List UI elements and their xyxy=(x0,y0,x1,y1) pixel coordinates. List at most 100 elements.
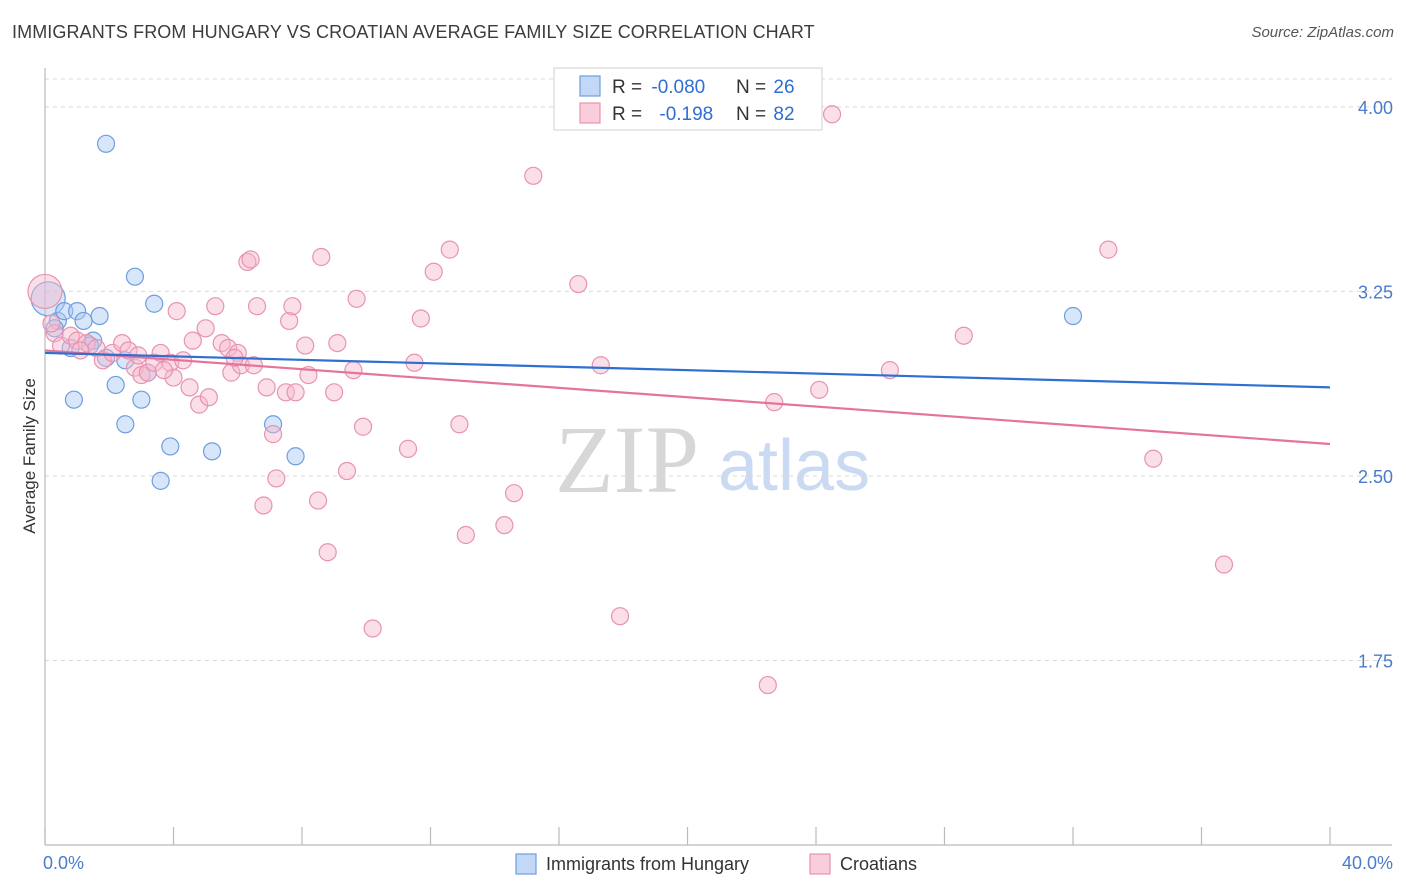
data-point xyxy=(495,516,514,535)
data-point xyxy=(257,378,276,397)
svg-text:R = -0.080: R = -0.080 xyxy=(612,77,705,98)
y-tick-label: 4.00 xyxy=(1358,98,1393,118)
data-point xyxy=(328,333,347,353)
data-point xyxy=(312,247,331,267)
data-point xyxy=(325,383,344,402)
data-point xyxy=(308,491,328,510)
data-point xyxy=(106,375,125,395)
legend-bottom-swatch-pink xyxy=(809,853,831,875)
source-label: Source: ZipAtlas.com xyxy=(1251,24,1394,41)
data-point xyxy=(263,425,283,444)
data-point xyxy=(27,273,63,310)
legend-r-label: R = xyxy=(612,104,647,125)
data-point xyxy=(1144,449,1163,468)
data-point xyxy=(954,326,973,345)
legend-bottom-swatch-blue xyxy=(515,853,537,875)
data-point xyxy=(347,289,366,308)
data-point xyxy=(145,294,164,313)
data-point xyxy=(190,395,209,414)
y-tick-label: 1.75 xyxy=(1358,651,1393,671)
legend-r-label: R = xyxy=(612,77,647,98)
data-point xyxy=(90,306,109,326)
chart-title: IMMIGRANTS FROM HUNGARY VS CROATIAN AVER… xyxy=(12,22,815,42)
data-point xyxy=(180,378,199,397)
data-point xyxy=(276,383,296,402)
data-point xyxy=(112,333,132,353)
data-point xyxy=(610,607,630,626)
trend-line-croatians xyxy=(44,349,1331,446)
data-point xyxy=(151,471,170,490)
legend-swatch-pink xyxy=(579,102,601,124)
legend-bottom-label-croatians: Croatians xyxy=(840,854,917,874)
x-tick-label: 0.0% xyxy=(43,853,84,873)
data-point xyxy=(64,390,84,409)
data-point xyxy=(296,336,315,355)
data-point xyxy=(524,166,543,185)
data-point xyxy=(456,525,475,545)
data-point xyxy=(238,252,257,272)
data-point xyxy=(161,437,180,456)
svg-text:R = -0.198: R = -0.198 xyxy=(612,104,713,125)
data-point xyxy=(219,338,238,358)
series-croatians xyxy=(27,105,1234,695)
data-point xyxy=(280,311,299,331)
data-point xyxy=(71,341,90,360)
data-point xyxy=(424,262,443,281)
data-point xyxy=(267,469,286,488)
legend-bottom: Immigrants from Hungary Croatians xyxy=(515,853,917,875)
data-point xyxy=(74,311,93,331)
data-point xyxy=(353,417,373,436)
legend-bottom-label-hungary: Immigrants from Hungary xyxy=(546,854,749,874)
data-point xyxy=(337,461,357,481)
data-point xyxy=(810,380,829,399)
data-point xyxy=(822,105,842,124)
legend-n-value: 26 xyxy=(773,77,794,98)
data-point xyxy=(68,302,87,321)
data-point xyxy=(55,302,74,321)
y-tick-label: 2.50 xyxy=(1358,467,1393,487)
data-point xyxy=(363,619,382,638)
data-point xyxy=(504,484,524,503)
data-point xyxy=(1063,306,1083,326)
data-point xyxy=(758,675,777,695)
trend-lines xyxy=(44,349,1331,446)
svg-text:N = 82: N = 82 xyxy=(736,104,795,125)
data-point xyxy=(411,309,430,328)
data-point xyxy=(116,415,135,434)
data-point xyxy=(183,331,202,350)
data-point xyxy=(77,333,96,353)
data-point xyxy=(344,361,363,380)
y-tick-labels: 1.75 2.50 3.25 4.00 xyxy=(1358,98,1393,672)
data-point xyxy=(199,388,218,407)
data-point xyxy=(42,314,61,333)
data-point xyxy=(154,361,173,380)
data-point xyxy=(286,447,305,466)
watermark-atlas: atlas xyxy=(718,426,870,506)
data-point xyxy=(283,297,302,316)
data-point xyxy=(254,496,273,515)
legend-n-label: N = xyxy=(736,77,771,98)
data-point xyxy=(263,415,283,434)
data-point xyxy=(440,240,459,259)
data-point xyxy=(1099,240,1118,259)
data-point xyxy=(450,415,469,434)
y-tick-label: 3.25 xyxy=(1358,282,1393,302)
data-point xyxy=(45,319,64,338)
legend-swatch-blue xyxy=(579,75,601,97)
legend-n-value: 82 xyxy=(773,104,794,125)
x-tick-label: 40.0% xyxy=(1342,853,1393,873)
data-point xyxy=(132,390,151,409)
data-point xyxy=(286,383,305,402)
data-point xyxy=(318,543,337,562)
axes xyxy=(44,68,1392,846)
data-point xyxy=(569,274,588,294)
watermark-zip: ZIP xyxy=(555,406,699,513)
svg-text:N = 26: N = 26 xyxy=(736,77,795,98)
data-point xyxy=(206,297,225,316)
data-point xyxy=(247,297,267,316)
data-point xyxy=(125,267,145,286)
data-point xyxy=(398,439,418,458)
data-point xyxy=(96,134,116,153)
data-point xyxy=(591,356,610,375)
